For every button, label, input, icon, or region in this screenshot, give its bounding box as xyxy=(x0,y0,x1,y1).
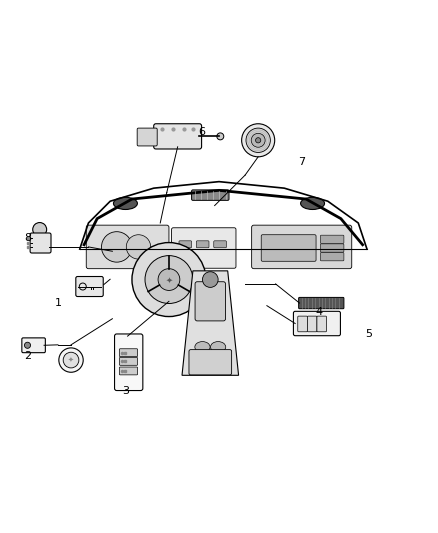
Circle shape xyxy=(33,223,47,237)
FancyBboxPatch shape xyxy=(321,253,344,261)
Text: 1: 1 xyxy=(54,298,61,309)
FancyBboxPatch shape xyxy=(307,316,317,332)
Ellipse shape xyxy=(300,197,325,209)
Circle shape xyxy=(59,348,83,372)
Ellipse shape xyxy=(211,342,226,352)
FancyBboxPatch shape xyxy=(189,350,232,375)
Text: 7: 7 xyxy=(298,157,305,167)
FancyBboxPatch shape xyxy=(76,277,103,296)
FancyBboxPatch shape xyxy=(137,128,157,146)
Circle shape xyxy=(246,128,270,152)
Circle shape xyxy=(63,352,79,368)
Circle shape xyxy=(202,272,218,287)
Polygon shape xyxy=(182,271,239,375)
Text: 6: 6 xyxy=(198,126,205,136)
FancyBboxPatch shape xyxy=(119,367,138,375)
FancyBboxPatch shape xyxy=(30,233,51,253)
Text: 4: 4 xyxy=(315,307,323,317)
FancyBboxPatch shape xyxy=(119,358,138,365)
FancyBboxPatch shape xyxy=(299,297,344,309)
Text: ✦: ✦ xyxy=(166,275,173,284)
FancyBboxPatch shape xyxy=(321,244,344,252)
FancyBboxPatch shape xyxy=(179,241,191,248)
Circle shape xyxy=(251,133,265,147)
Circle shape xyxy=(145,256,193,303)
Circle shape xyxy=(126,235,151,259)
Circle shape xyxy=(25,342,31,349)
FancyBboxPatch shape xyxy=(119,349,138,357)
FancyBboxPatch shape xyxy=(86,225,169,269)
FancyBboxPatch shape xyxy=(317,316,326,332)
Circle shape xyxy=(217,133,224,140)
FancyBboxPatch shape xyxy=(191,190,229,200)
FancyBboxPatch shape xyxy=(172,228,236,268)
Circle shape xyxy=(132,243,206,317)
Circle shape xyxy=(242,124,275,157)
Circle shape xyxy=(102,232,132,262)
Circle shape xyxy=(255,138,261,143)
Text: 2: 2 xyxy=(24,351,31,361)
FancyBboxPatch shape xyxy=(293,311,340,336)
Text: ✦: ✦ xyxy=(68,357,74,363)
FancyBboxPatch shape xyxy=(321,235,344,244)
Ellipse shape xyxy=(113,197,138,209)
FancyBboxPatch shape xyxy=(195,282,226,321)
FancyBboxPatch shape xyxy=(154,124,201,149)
FancyBboxPatch shape xyxy=(196,241,209,248)
Ellipse shape xyxy=(195,342,210,352)
FancyBboxPatch shape xyxy=(252,225,352,269)
Text: 8: 8 xyxy=(24,233,31,243)
FancyBboxPatch shape xyxy=(22,338,46,353)
Text: 3: 3 xyxy=(122,385,129,395)
Circle shape xyxy=(158,269,180,290)
FancyBboxPatch shape xyxy=(261,235,316,261)
Text: 5: 5 xyxy=(366,329,373,339)
FancyBboxPatch shape xyxy=(115,334,143,391)
FancyBboxPatch shape xyxy=(298,316,307,332)
FancyBboxPatch shape xyxy=(214,241,226,248)
